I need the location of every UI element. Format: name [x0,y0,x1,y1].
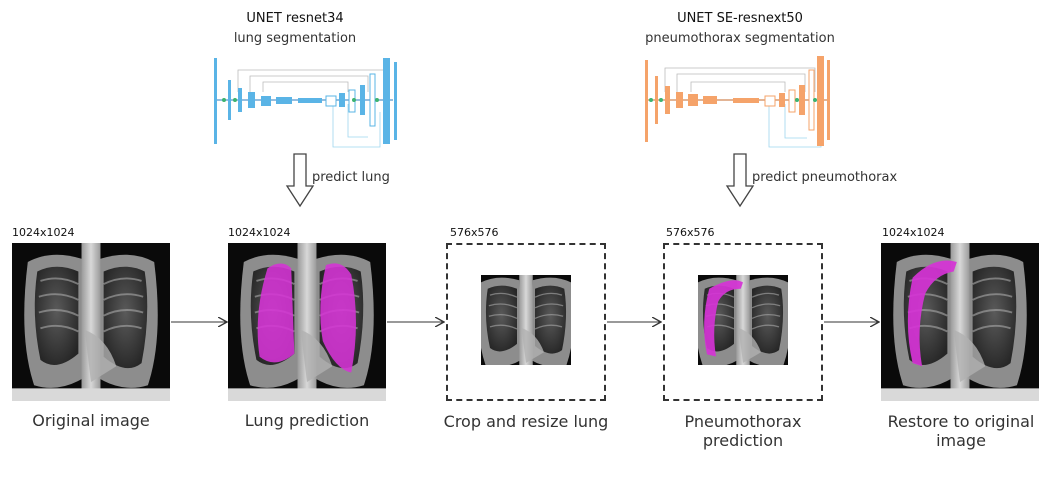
original-xray-image [12,243,170,401]
stage-4-caption: Pneumothorax prediction [684,412,802,450]
network-1-title: UNET resnet34 [246,11,344,26]
predict-pneumothorax-label: predict pneumothorax [752,170,898,185]
unet-se-resnext50-diagram [645,56,830,148]
stage-2-size: 1024x1024 [228,226,291,239]
pneumothorax-mask [704,280,743,357]
cropped-lung-image [481,275,571,365]
lung-mask-left [257,263,295,363]
stage-4-size: 576x576 [666,226,715,239]
stage-5-caption: Restore to original image [887,412,1035,450]
restored-image [881,243,1039,401]
predict-pneumothorax-arrow [725,153,755,208]
network-1-subtitle: lung segmentation [233,31,357,46]
crop-frame [446,243,606,401]
pneumothorax-frame [663,243,823,401]
stage-1-size: 1024x1024 [12,226,75,239]
stage-3-caption: Crop and resize lung [443,412,609,431]
lung-mask-right [320,263,356,373]
stage-2-caption: Lung prediction [244,411,370,430]
lung-prediction-image [228,243,386,401]
stage-5-size: 1024x1024 [882,226,945,239]
unet-resnet34-diagram [214,58,397,148]
stage-1-caption: Original image [32,411,150,430]
restored-pneumothorax-mask [907,260,957,367]
predict-lung-arrow [285,153,315,208]
predict-lung-label: predict lung [312,170,390,185]
network-2-subtitle: pneumothorax segmentation [645,31,835,46]
pneumothorax-prediction-image [698,275,788,365]
stage-3-size: 576x576 [450,226,499,239]
network-2-title: UNET SE-resnext50 [677,11,803,26]
